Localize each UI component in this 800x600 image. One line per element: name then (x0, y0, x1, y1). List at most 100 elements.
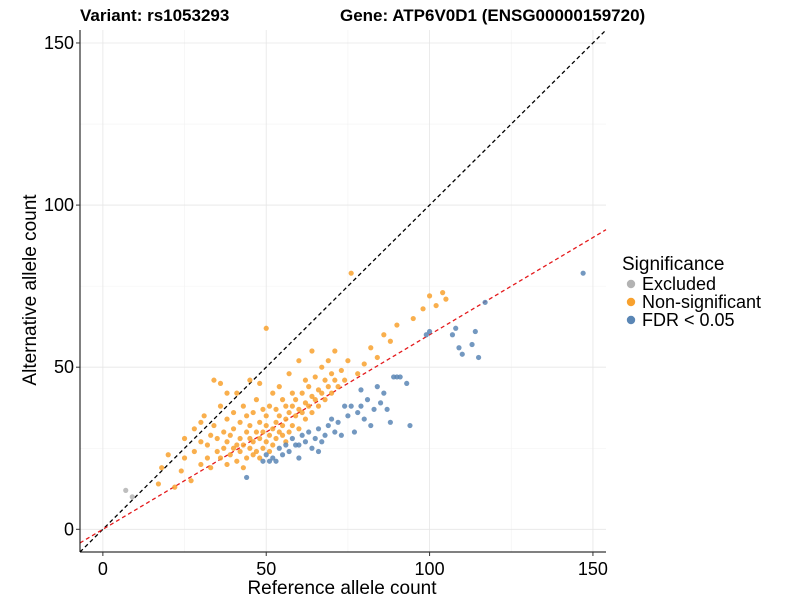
data-point (482, 299, 488, 305)
data-point (315, 403, 322, 409)
data-point (580, 270, 586, 276)
data-point (191, 448, 197, 455)
data-point (260, 429, 266, 435)
data-point (270, 455, 276, 461)
data-point (315, 426, 322, 432)
data-point (315, 387, 322, 393)
data-point (345, 413, 351, 419)
data-point (224, 461, 230, 468)
data-point (263, 439, 269, 445)
reference-lines (79, 29, 607, 553)
data-point (273, 419, 279, 425)
data-point (172, 484, 178, 490)
y-tick-label: 150 (44, 33, 74, 53)
data-point (348, 270, 354, 276)
data-point (443, 296, 449, 302)
data-point (309, 445, 315, 451)
data-point (221, 445, 227, 451)
data-point (266, 432, 273, 438)
data-point (253, 397, 260, 403)
data-point (306, 384, 312, 390)
data-point (299, 390, 305, 396)
data-point (319, 439, 325, 445)
data-point (309, 409, 315, 416)
data-point (475, 354, 482, 361)
data-points (123, 270, 586, 500)
series-fdr-0-05 (244, 270, 586, 481)
data-point (391, 374, 397, 380)
legend-label-nonsig: Non-significant (642, 292, 761, 312)
data-point (296, 455, 302, 461)
data-point (358, 387, 364, 393)
data-point (266, 448, 273, 455)
data-point (247, 445, 253, 451)
data-point (250, 439, 256, 445)
data-point (397, 374, 403, 380)
data-point (440, 290, 446, 296)
data-point (247, 435, 253, 442)
data-point (289, 403, 295, 409)
x-axis-label: Reference allele count (247, 578, 437, 599)
tick-labels: 0 50 100 150 0 50 100 150 (44, 33, 608, 579)
data-point (289, 390, 295, 396)
data-point (201, 413, 207, 419)
data-point (374, 384, 380, 390)
data-point (423, 332, 429, 338)
data-point (296, 426, 302, 432)
data-point (257, 419, 263, 425)
axes (79, 30, 606, 553)
data-point (270, 390, 276, 396)
legend-label-excluded: Excluded (642, 274, 716, 294)
data-point (286, 409, 292, 416)
data-point (227, 432, 233, 438)
data-point (312, 374, 318, 380)
data-point (302, 439, 309, 445)
data-point (221, 429, 227, 435)
data-point (348, 403, 354, 409)
data-point (299, 432, 305, 438)
data-point (407, 422, 413, 429)
data-point (217, 380, 224, 387)
data-point (276, 384, 282, 390)
data-point (123, 487, 129, 493)
data-point (279, 452, 286, 458)
data-point (253, 448, 260, 455)
data-point (394, 322, 400, 328)
data-point (234, 390, 240, 396)
data-point (273, 458, 279, 464)
data-point (214, 448, 220, 455)
data-point (368, 422, 374, 429)
data-point (338, 367, 344, 374)
data-point (234, 458, 240, 464)
data-point (247, 422, 253, 429)
data-point (178, 468, 184, 474)
data-point (335, 419, 341, 425)
data-point (286, 371, 292, 377)
data-point (315, 448, 322, 455)
data-point (312, 435, 318, 442)
data-point (211, 422, 217, 429)
data-point (244, 474, 250, 481)
data-point (322, 432, 328, 438)
data-point (364, 397, 371, 403)
data-point (224, 416, 230, 422)
data-point (293, 413, 299, 419)
data-point (309, 393, 315, 399)
y-axis-label: Alternative allele count (20, 194, 41, 386)
data-point (237, 448, 243, 455)
data-point (286, 448, 292, 455)
data-point (270, 426, 276, 432)
data-point (237, 435, 243, 442)
data-point (296, 406, 302, 412)
data-point (227, 452, 233, 458)
data-point (371, 406, 377, 412)
data-point (345, 358, 351, 364)
data-point (469, 341, 475, 348)
data-point (234, 442, 240, 448)
data-point (198, 419, 204, 425)
data-point (381, 332, 387, 338)
data-point (325, 384, 331, 390)
data-point (302, 400, 309, 406)
data-point (266, 403, 273, 409)
legend-key-nonsig (626, 297, 636, 307)
